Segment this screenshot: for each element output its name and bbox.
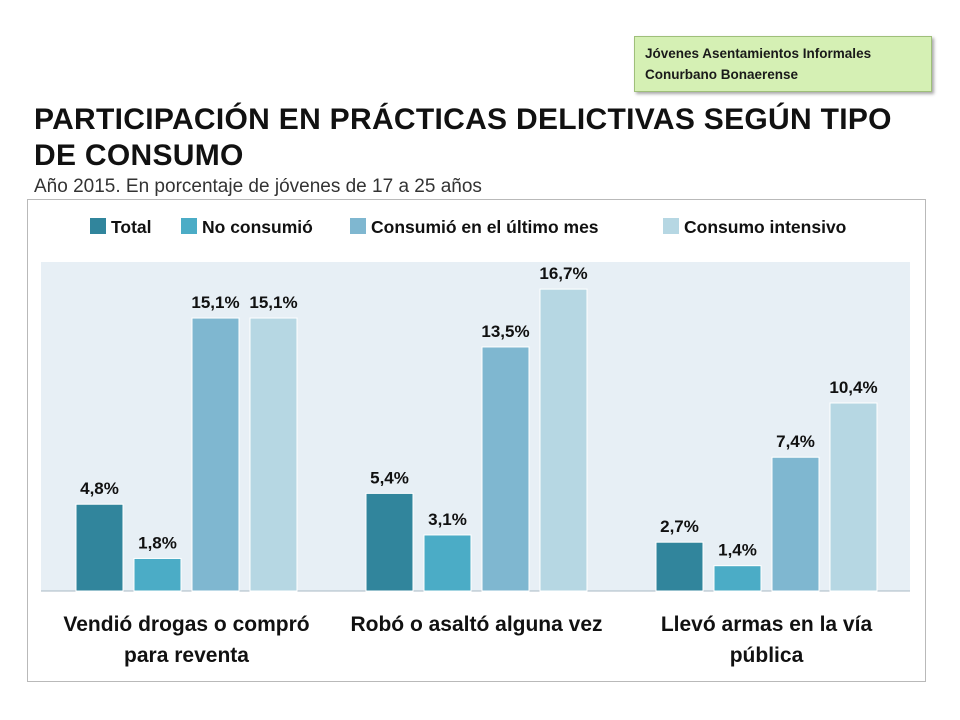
category-label-3-2: pública [730,644,804,667]
bar-2-2 [423,534,472,592]
bar-2-4 [539,288,588,592]
data-label-1-2: 1,8% [138,533,177,552]
source-line-1: Jóvenes Asentamientos Informales [645,46,872,61]
bar-1-3 [191,317,240,592]
bar-2-1 [365,492,414,592]
data-label-2-1: 5,4% [370,468,409,487]
category-label-2-1: Robó o asaltó alguna vez [350,613,602,636]
bar-2-3 [481,346,530,592]
source-line-2: Conurbano Bonaerense [645,67,799,82]
legend-label-3: Consumió en el último mes [371,217,599,237]
data-label-3-3: 7,4% [776,432,815,451]
chart-subtitle: Año 2015. En porcentaje de jóvenes de 17… [34,176,482,197]
category-label-3-1: Llevó armas en la vía [661,613,873,636]
plot-area [41,262,910,591]
bar-1-2 [133,557,182,592]
bar-3-2 [713,565,762,592]
data-label-2-4: 16,7% [539,264,587,283]
category-label-1-2: para reventa [124,644,249,667]
source-box: Jóvenes Asentamientos Informales Conurba… [634,36,932,92]
chart-title: PARTICIPACIÓN EN PRÁCTICAS DELICTIVAS SE… [34,103,892,172]
bar-1-1 [75,503,124,592]
data-label-1-3: 15,1% [191,293,239,312]
data-label-2-3: 13,5% [481,322,529,341]
data-label-3-2: 1,4% [718,541,757,560]
data-label-1-4: 15,1% [249,293,297,312]
bar-3-4 [829,402,878,592]
bar-1-4 [249,317,298,592]
data-label-3-1: 2,7% [660,517,699,536]
data-label-1-1: 4,8% [80,479,119,498]
category-label-1-1: Vendió drogas o compró [63,613,309,636]
bar-3-1 [655,541,704,592]
legend-swatch-2 [181,218,197,234]
legend-swatch-3 [350,218,366,234]
legend-label-2: No consumió [202,217,313,237]
legend-swatch-4 [663,218,679,234]
legend-label-4: Consumo intensivo [684,217,846,237]
legend-label-1: Total [111,217,152,237]
data-label-2-2: 3,1% [428,510,467,529]
data-label-3-4: 10,4% [829,378,877,397]
legend-swatch-1 [90,218,106,234]
bar-3-3 [771,456,820,592]
